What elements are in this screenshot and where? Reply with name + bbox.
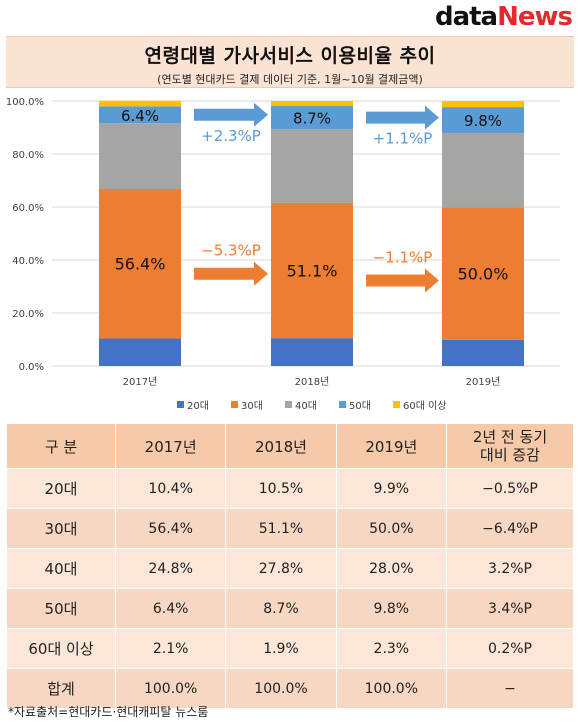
stacked-bar-chart: 0.0% 20.0% 40.0% 60.0% 80.0% 100.0% 56.4% 51.1%… <box>6 97 560 412</box>
table-cell: 1.9% <box>225 628 337 669</box>
bar-segment <box>442 133 524 208</box>
bar-segment <box>271 338 353 366</box>
datanews-logo: dataNews <box>434 2 573 32</box>
bar-segment <box>271 101 353 107</box>
table-cell: 28.0% <box>335 548 448 589</box>
bar-segment <box>271 202 353 339</box>
table-cell: 3.2%P <box>446 548 574 589</box>
change-annotation: +2.3%P <box>201 127 261 145</box>
logo-text-data: data <box>434 2 498 32</box>
change-annotation: −5.3%P <box>201 242 261 260</box>
table-header-cell: 구 분 <box>6 423 116 469</box>
table-cell: 2.3% <box>335 628 448 669</box>
data-label: 50.0% <box>458 265 509 284</box>
table-cell: 10.5% <box>225 468 337 509</box>
data-table: 구 분 2017년 2018년 2019년 2년 전 동기 대비 증감 20대 10.4% 1… <box>6 423 574 709</box>
legend-swatch <box>393 401 400 408</box>
table-cell: 8.7% <box>225 588 337 629</box>
table-row: 40대 24.8% 27.8% 28.0% 3.2%P <box>6 548 574 589</box>
table-cell: 3.4%P <box>446 588 574 629</box>
y-tick-label: 20.0% <box>12 309 44 320</box>
table-cell: 100.0% <box>114 668 227 709</box>
legend-swatch <box>285 401 292 408</box>
table-cell: 24.8% <box>114 548 227 589</box>
row-label-cell: 합계 <box>6 668 116 709</box>
y-tick-label: 60.0% <box>12 203 44 214</box>
trend-arrow <box>366 105 439 130</box>
bar-segment <box>99 123 181 189</box>
chart-title: 연령대별 가사서비스 이용비율 추이 <box>144 45 436 67</box>
table-cell: −0.5%P <box>446 468 574 509</box>
y-tick-label: 40.0% <box>12 256 44 267</box>
change-annotation: −1.1%P <box>373 248 433 266</box>
bar-segment <box>99 100 181 107</box>
data-label: 9.8% <box>464 112 502 130</box>
legend-swatch <box>231 401 238 408</box>
data-label: 56.4% <box>115 255 166 274</box>
data-label: 6.4% <box>121 107 159 125</box>
table-cell: 2.1% <box>114 628 227 669</box>
row-label-cell: 20대 <box>6 468 116 509</box>
bar-segment <box>442 339 524 366</box>
table-cell: 9.9% <box>335 468 448 509</box>
table-cell: 56.4% <box>114 508 227 549</box>
change-annotation: +1.1%P <box>373 130 433 148</box>
bar-segment <box>442 101 524 108</box>
table-cell: 27.8% <box>225 548 337 589</box>
table-header-cell: 2017년 <box>114 423 227 469</box>
table-header-cell: 2년 전 동기 대비 증감 <box>446 423 574 469</box>
legend-swatch <box>177 401 184 408</box>
table-cell: 100.0% <box>335 668 448 709</box>
table-cell: 10.4% <box>114 468 227 509</box>
logo-text-news: News <box>497 2 573 32</box>
trend-arrow <box>194 261 268 286</box>
table-header-row: 구 분 2017년 2018년 2019년 2년 전 동기 대비 증감 <box>6 423 574 469</box>
legend-label: 40대 <box>295 400 317 412</box>
source-note: *자료출처=현대카드·현대캐피탈 뉴스룸 <box>8 705 209 719</box>
x-tick-label: 2019년 <box>466 376 501 388</box>
data-label: 8.7% <box>293 110 331 128</box>
legend-swatch <box>339 401 346 408</box>
table-cell: −6.4%P <box>446 508 574 549</box>
y-tick-label: 100.0% <box>6 97 44 108</box>
bar-segment <box>442 107 524 134</box>
bar-segment <box>271 129 353 203</box>
legend-label: 30대 <box>241 400 263 412</box>
row-label-cell: 30대 <box>6 508 116 549</box>
table-row: 합계 100.0% 100.0% 100.0% − <box>6 668 574 709</box>
table-row: 60대 이상 2.1% 1.9% 2.3% 0.2%P <box>6 628 574 669</box>
table-row: 30대 56.4% 51.1% 50.0% −6.4%P <box>6 508 574 549</box>
y-tick-label: 80.0% <box>12 150 44 161</box>
chart-subtitle: (연도별 현대카드 결제 데이터 기준, 1월~10월 결제금액) <box>157 73 423 86</box>
bar-segment <box>442 207 524 340</box>
legend-label: 50대 <box>349 400 371 412</box>
table-header-cell: 2019년 <box>335 423 448 469</box>
bar-segment <box>99 188 181 339</box>
row-label-cell: 40대 <box>6 548 116 589</box>
table-cell: 9.8% <box>335 588 448 629</box>
table-row: 20대 10.4% 10.5% 9.9% −0.5%P <box>6 468 574 509</box>
table-header-cell: 2018년 <box>225 423 337 469</box>
trend-arrow <box>194 102 268 127</box>
legend-label: 20대 <box>187 400 209 412</box>
table-cell: 0.2%P <box>446 628 574 669</box>
data-label: 51.1% <box>287 261 338 280</box>
table-cell: 6.4% <box>114 588 227 629</box>
table-row: 50대 6.4% 8.7% 9.8% 3.4%P <box>6 588 574 629</box>
x-tick-label: 2017년 <box>123 376 158 388</box>
table-cell: 100.0% <box>225 668 337 709</box>
x-tick-label: 2018년 <box>295 376 330 388</box>
table-cell: 50.0% <box>335 508 448 549</box>
table-cell: − <box>446 668 574 709</box>
title-box: 연령대별 가사서비스 이용비율 추이 (연도별 현대카드 결제 데이터 기준, … <box>6 36 574 88</box>
trend-arrow <box>366 268 439 293</box>
legend-label: 60대 이상 <box>403 400 447 412</box>
table-cell: 51.1% <box>225 508 337 549</box>
y-tick-label: 0.0% <box>19 362 44 373</box>
row-label-cell: 50대 <box>6 588 116 629</box>
bar-segment <box>99 106 181 124</box>
bar-segment <box>99 338 181 366</box>
bar-segment <box>271 106 353 130</box>
row-label-cell: 60대 이상 <box>6 628 116 669</box>
